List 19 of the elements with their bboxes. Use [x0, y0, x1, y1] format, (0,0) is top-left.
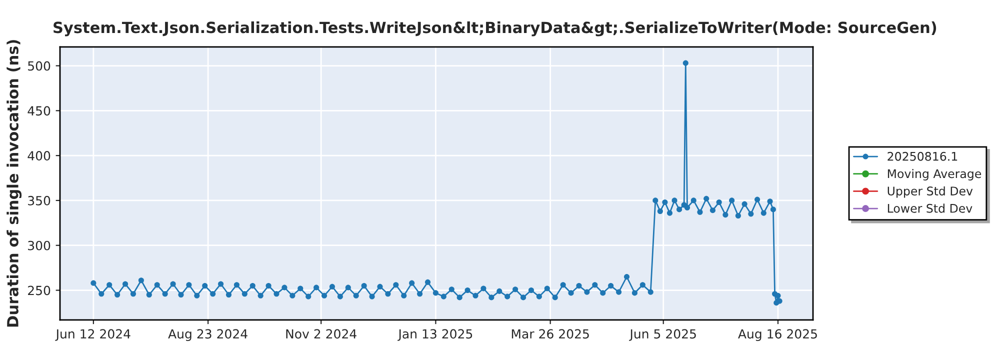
x-tick-label: Aug 16 2025: [738, 329, 817, 342]
x-tick-label: Jun 5 2025: [629, 329, 696, 341]
y-tick-label: 450: [28, 106, 50, 116]
legend-label: Lower Std Dev: [888, 204, 972, 213]
y-tick-label: 300: [28, 240, 50, 250]
y-axis-title: Duration of single invocation (ns): [6, 40, 22, 327]
y-tick-label: 400: [28, 151, 50, 160]
y-tick-label: 500: [28, 61, 50, 71]
legend-label: 20250816.1: [888, 152, 958, 161]
legend-label: Upper Std Dev: [888, 186, 973, 198]
legend-label: Moving Average: [888, 169, 982, 180]
x-tick-label: Jan 13 2025: [398, 329, 472, 341]
y-tick-label: 350: [28, 196, 50, 206]
y-tick-label: 250: [28, 286, 50, 296]
x-tick-label: Nov 2 2024: [286, 329, 356, 339]
x-tick-label: Jun 12 2024: [55, 329, 130, 341]
chart-title: System.Text.Json.Serialization.Tests.WriteJson&lt;BinaryData&gt;.SerializeToWriter(Mode: SourceGen): [54, 21, 936, 36]
x-tick-label: Aug 23 2024: [168, 329, 248, 342]
x-tick-label: Mar 26 2025: [512, 329, 589, 339]
